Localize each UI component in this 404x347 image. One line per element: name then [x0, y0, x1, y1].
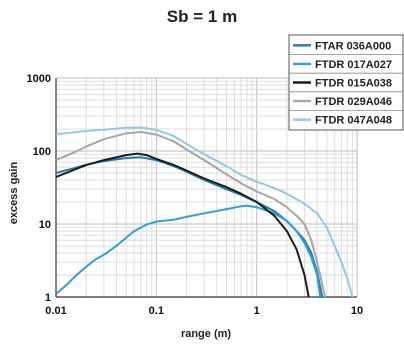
- series-line-2: [55, 204, 322, 298]
- x-tick-label: 0.01: [45, 305, 66, 317]
- legend-label: FTDR 029A046: [315, 96, 392, 108]
- chart-title: Sb = 1 m: [167, 7, 237, 26]
- legend-label: FTDR 017A027: [315, 59, 392, 71]
- y-tick-label: 10: [39, 219, 51, 231]
- tick-labels: 0.01 0.1 1 10 1 10 100 1000: [27, 73, 364, 317]
- x-tick-label: 0.1: [149, 305, 164, 317]
- y-tick-label: 100: [33, 146, 51, 158]
- series-line-5: [55, 126, 354, 298]
- legend: FTAR 036A000 FTDR 017A027 FTDR 015A038 FTDR…: [288, 34, 404, 131]
- series-line-4: [55, 131, 326, 298]
- series-layer: [55, 126, 354, 298]
- y-tick-label: 1000: [27, 73, 51, 85]
- x-axis-label: range (m): [181, 328, 231, 340]
- series-line-1: [55, 156, 324, 298]
- legend-label: FTDR 047A048: [315, 115, 392, 127]
- y-tick-label: 1: [45, 292, 51, 304]
- legend-label: FTDR 015A038: [315, 78, 392, 90]
- legend-label: FTAR 036A000: [315, 40, 391, 52]
- x-tick-label: 10: [351, 305, 363, 317]
- series-line-3: [55, 152, 310, 298]
- y-axis-label: excess gain: [8, 162, 20, 225]
- x-tick-label: 1: [254, 305, 260, 317]
